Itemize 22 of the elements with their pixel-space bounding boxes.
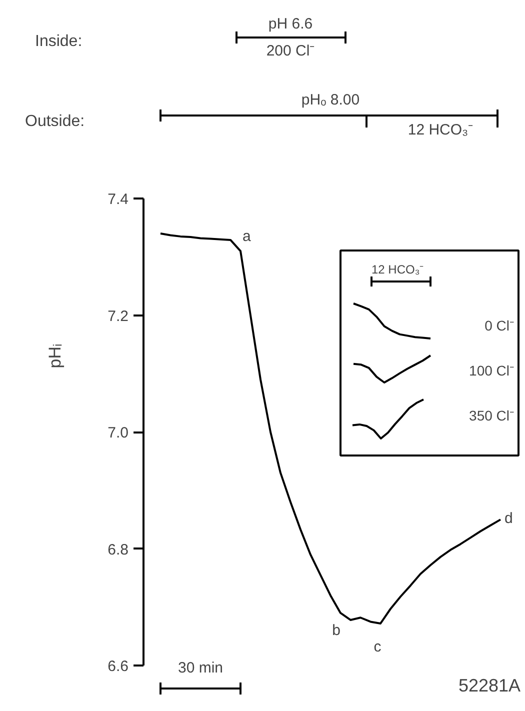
text: pH 6.6: [268, 16, 313, 32]
y-tick-label: 7.0: [108, 424, 129, 442]
text: pHₒ 8.00: [301, 92, 360, 108]
annotation: a: [242, 228, 252, 245]
annotation: d: [504, 510, 513, 527]
text: 52281A: [458, 676, 521, 696]
annotation: c: [374, 638, 382, 656]
y-axis-title: pHᵢ: [46, 344, 65, 368]
text: Outside:: [25, 112, 85, 132]
y-tick-label: 6.6: [108, 658, 129, 675]
annotation: b: [332, 622, 340, 639]
text: Inside:: [35, 32, 82, 52]
text: 0 Cl⁻: [484, 318, 515, 334]
text: 100 Cl⁻: [469, 362, 514, 378]
y-tick-label: 6.8: [108, 541, 129, 558]
text: 350 Cl⁻: [469, 408, 514, 424]
text: 12 HCO₃⁻: [408, 122, 474, 138]
y-tick-label: 7.2: [108, 308, 129, 325]
annotation: 12 HCO₃⁻: [372, 262, 424, 276]
annotation: 30 min: [178, 660, 224, 676]
y-tick-label: 7.4: [108, 191, 129, 208]
text: 200 Cl⁻: [266, 42, 315, 60]
